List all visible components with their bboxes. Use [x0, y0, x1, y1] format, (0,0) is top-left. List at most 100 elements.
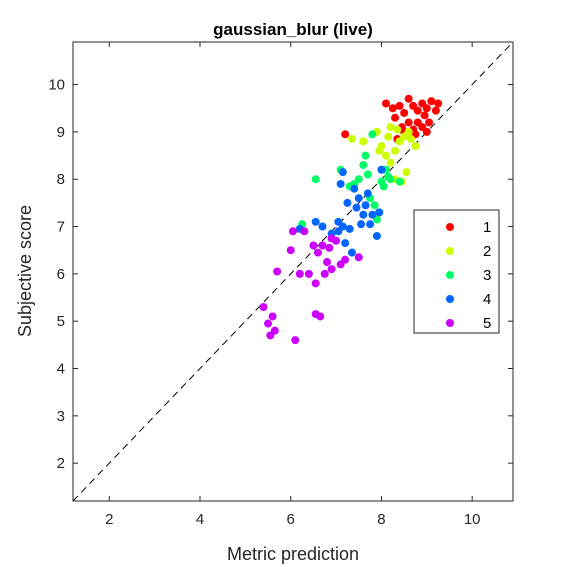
series-2-point [381, 151, 390, 160]
data-points [259, 94, 443, 345]
series-4-point [336, 179, 345, 188]
series-3-point [359, 161, 368, 170]
series-1-point [404, 94, 413, 103]
y-axis-ticks: 2 3 4 5 6 7 8 9 10 [48, 77, 513, 472]
series-5-point [289, 227, 297, 236]
y-axis-label: Subjective score [15, 205, 35, 337]
y-tick-label: 5 [57, 313, 65, 330]
series-5-point [313, 248, 322, 257]
x-tick-label: 6 [287, 511, 295, 528]
y-tick-label: 8 [57, 171, 65, 188]
series-5-point [354, 253, 363, 262]
series-4-point [377, 165, 386, 174]
series-5-point [327, 265, 336, 274]
series-4-point [350, 184, 359, 193]
legend-label-5: 5 [483, 315, 491, 332]
legend-label-4: 4 [483, 291, 491, 308]
series-3-point [370, 201, 379, 210]
series-5-point [300, 227, 309, 236]
legend-label-3: 3 [483, 267, 491, 284]
series-5-point [320, 269, 329, 278]
legend-marker-3 [446, 271, 454, 279]
series-5-point [291, 336, 300, 345]
series-1-point [422, 104, 431, 113]
series-5-point [270, 326, 279, 335]
series-1-point [420, 111, 429, 120]
series-3-point [363, 170, 372, 179]
y-tick-label: 6 [57, 266, 65, 283]
series-1-point [422, 127, 431, 136]
legend-label-2: 2 [483, 243, 491, 260]
series-1-point [413, 106, 422, 115]
series-4-point [368, 210, 377, 219]
series-4-point [366, 220, 375, 229]
series-1-point [381, 99, 390, 108]
series-5-point [304, 269, 313, 278]
x-axis-label: Metric prediction [227, 544, 359, 564]
x-tick-label: 10 [464, 511, 481, 528]
series-4-point [361, 201, 370, 210]
y-tick-label: 7 [57, 219, 65, 236]
series-1-point [391, 113, 400, 122]
legend-marker-4 [446, 295, 454, 303]
series-5-point [309, 241, 318, 250]
series-2-point [384, 132, 393, 141]
series-1-point [431, 106, 440, 115]
series-2-point [386, 158, 395, 167]
series-4-point [352, 203, 361, 212]
legend-box [413, 209, 500, 334]
series-3-point [379, 182, 388, 191]
x-tick-label: 8 [377, 511, 385, 528]
series-5-point [273, 267, 282, 276]
y-tick-label: 4 [57, 361, 65, 378]
legend-items: 1 2 3 4 5 [446, 219, 491, 332]
series-5-point [318, 241, 327, 250]
series-5-point [311, 279, 320, 288]
series-2-point [347, 135, 356, 144]
series-3-point [361, 151, 370, 160]
series-4-point [318, 222, 327, 231]
series-4-point [375, 208, 384, 217]
series-4-point [363, 189, 372, 198]
identity-reference-line [72, 41, 514, 502]
series-5-point [268, 312, 277, 321]
series-2-point [402, 168, 411, 177]
legend-marker-5 [446, 319, 454, 327]
series-4-point [343, 198, 352, 207]
series-2-point [386, 123, 395, 132]
series-5-point [323, 258, 332, 267]
series-5-point [327, 234, 336, 243]
legend-label-1: 1 [483, 219, 491, 236]
series-4-point [311, 217, 320, 226]
series-5-point [325, 243, 334, 252]
series-1-point [404, 118, 413, 127]
series-4-point [334, 227, 343, 236]
x-tick-label: 4 [196, 511, 204, 528]
y-tick-label: 10 [48, 77, 65, 94]
series-1-point [395, 101, 404, 110]
series-4-point [357, 220, 366, 229]
series-3-point [311, 175, 320, 184]
series-5-point [295, 269, 304, 278]
y-tick-label: 3 [57, 408, 65, 425]
series-3-point [368, 130, 377, 139]
series-4-point [359, 210, 368, 219]
legend: 1 2 3 4 5 [413, 209, 500, 334]
series-3-point [395, 177, 404, 186]
series-4-point [338, 168, 347, 177]
series-4-point [372, 232, 381, 241]
series-5-point [341, 255, 350, 264]
legend-marker-2 [446, 247, 454, 255]
series-4-point [341, 239, 350, 248]
series-5-point [264, 319, 273, 328]
series-2-point [391, 146, 400, 155]
legend-marker-1 [446, 223, 454, 231]
series-2-point [411, 142, 420, 151]
x-tick-label: 2 [105, 511, 113, 528]
series-2-point [375, 146, 384, 155]
series-1-point [427, 97, 436, 106]
series-1-point [341, 130, 350, 139]
series-5-point [311, 310, 320, 319]
x-axis-ticks: 2 4 6 8 10 [105, 42, 481, 528]
